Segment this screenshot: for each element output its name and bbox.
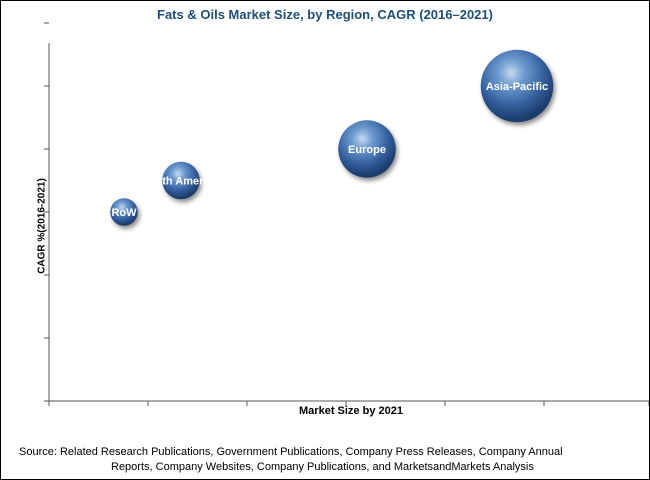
bubble-label: North America (143, 176, 219, 188)
bubble-label: Asia-Pacific (486, 81, 548, 93)
chart-title: Fats & Oils Market Size, by Region, CAGR… (157, 7, 493, 22)
bubble-asia-pacific (480, 49, 554, 123)
y-axis-label: CAGR %(2016-2021) (36, 178, 48, 274)
axes (44, 22, 649, 406)
bubble-row (110, 198, 138, 226)
bubbles: RoW North America Europe Asia-Pacific (110, 49, 554, 226)
source-line-1: Source: Related Research Publications, G… (19, 446, 563, 458)
x-axis-label: Market Size by 2021 (299, 405, 403, 417)
bubble-label: RoW (111, 207, 137, 219)
source-note: Source: Related Research Publications, G… (19, 445, 629, 475)
bubble-europe (338, 120, 396, 178)
bubble-label: Europe (348, 144, 386, 156)
bubble-north-america (162, 161, 200, 200)
source-line-2: Reports, Company Websites, Company Publi… (111, 461, 534, 473)
